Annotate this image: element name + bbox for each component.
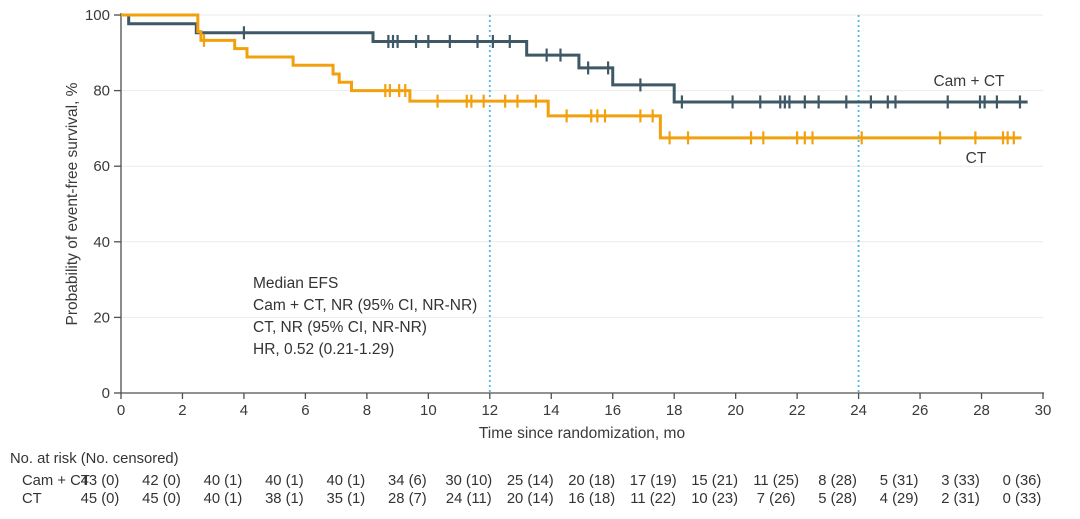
x-tick-label: 30: [1035, 402, 1052, 419]
y-axis-title: Probability of event-free survival, %: [64, 82, 81, 325]
risk-cell: 11 (22): [630, 491, 677, 507]
curve-label-ct: CT: [966, 150, 987, 167]
risk-cell: 20 (14): [506, 491, 554, 507]
risk-cell: 35 (1): [326, 491, 366, 507]
risk-cell: 0 (36): [1002, 473, 1042, 489]
x-tick-label: 4: [240, 402, 248, 419]
y-tick-label: 0: [102, 385, 110, 402]
x-tick-label: 0: [117, 402, 125, 419]
median-efs-annotation: Median EFS Cam + CT, NR (95% CI, NR-NR) …: [253, 273, 477, 361]
x-tick-label: 14: [543, 402, 560, 419]
risk-cell: 38 (1): [265, 491, 304, 507]
annotation-line-cam-ct: Cam + CT, NR (95% CI, NR-NR): [253, 297, 478, 314]
risk-cell: 40 (1): [203, 473, 243, 489]
x-tick-label: 8: [363, 402, 371, 419]
risk-cell: 4 (29): [879, 491, 919, 507]
y-tick-label: 100: [85, 7, 110, 24]
x-axis-title: Time since randomization, mo: [479, 425, 685, 442]
gridlines-layer: [121, 14, 1043, 318]
risk-cell: 7 (26): [756, 491, 796, 507]
risk-cell: 2 (31): [941, 491, 980, 507]
risk-cell: 40 (1): [203, 491, 243, 507]
x-tick-label: 2: [178, 402, 186, 419]
risk-cell: 11 (25): [753, 473, 800, 489]
x-tick-label: 12: [481, 402, 498, 419]
risk-table-header: No. at risk (No. censored): [10, 451, 179, 467]
x-tick-label: 20: [727, 402, 744, 419]
risk-cell: 34 (6): [388, 473, 427, 489]
annotation-line-median-efs: Median EFS: [253, 275, 339, 292]
risk-cell: 30 (10): [445, 473, 493, 489]
risk-cell: 17 (19): [629, 473, 677, 489]
reference-lines-layer: [488, 15, 860, 393]
risk-cell: 24 (11): [445, 491, 492, 507]
annotation-line-hr: HR, 0.52 (0.21-1.29): [253, 341, 395, 358]
y-tick-label: 40: [93, 234, 110, 251]
risk-cell: 5 (31): [879, 473, 919, 489]
risk-cell: 25 (14): [506, 473, 554, 489]
curve-label-cam-ct: Cam + CT: [933, 73, 1005, 90]
x-tick-label: 16: [604, 402, 621, 419]
risk-cell: 5 (28): [818, 491, 857, 507]
x-tick-label: 22: [789, 402, 806, 419]
survival-curve-ct: [121, 13, 1022, 140]
risk-cell: 10 (23): [691, 491, 739, 507]
x-tick-label: 24: [850, 402, 867, 419]
risk-row-label-ct: CT: [22, 491, 42, 507]
risk-cell: 28 (7): [388, 491, 427, 507]
risk-row-label-cam-ct: Cam + CT: [22, 473, 90, 489]
x-tick-label: 18: [666, 402, 683, 419]
x-tick-label: 6: [301, 402, 309, 419]
risk-cell: 45 (0): [80, 491, 120, 507]
x-tick-label: 10: [420, 402, 437, 419]
x-tick-label: 26: [912, 402, 929, 419]
risk-cell: 20 (18): [568, 473, 616, 489]
risk-cell: 16 (18): [568, 491, 616, 507]
risk-cell: 15 (21): [691, 473, 739, 489]
risk-cell: 8 (28): [818, 473, 857, 489]
y-tick-label: 20: [93, 309, 110, 326]
risk-cell: 40 (1): [326, 473, 366, 489]
survival-curve-cam-ct: [121, 13, 1028, 104]
risk-cell: 45 (0): [142, 491, 181, 507]
y-tick-label: 80: [93, 83, 110, 100]
y-tick-label: 60: [93, 158, 110, 175]
risk-cell: 0 (33): [1002, 491, 1042, 507]
risk-cell: 40 (1): [265, 473, 304, 489]
risk-cell: 43 (0): [80, 473, 120, 489]
annotation-line-ct: CT, NR (95% CI, NR-NR): [253, 319, 427, 336]
risk-cell: 3 (33): [941, 473, 980, 489]
risk-cell: 42 (0): [142, 473, 181, 489]
curves-layer: [121, 13, 1028, 145]
x-tick-label: 28: [973, 402, 990, 419]
